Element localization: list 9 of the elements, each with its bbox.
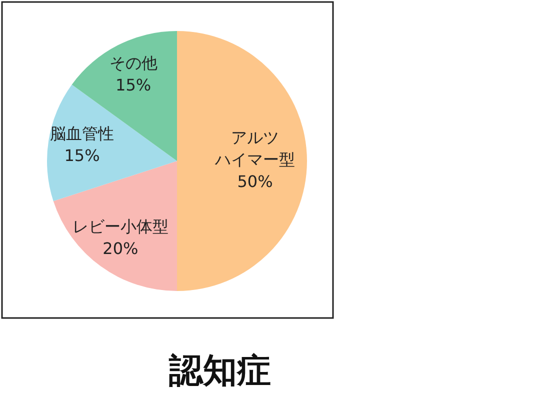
data-label: 15% xyxy=(64,146,100,166)
text: 認知症 xyxy=(168,351,271,391)
data-label: 50% xyxy=(237,172,273,192)
slice-label: レビー小体型 xyxy=(72,217,168,236)
data-label: 15% xyxy=(116,76,152,95)
data-label: 20% xyxy=(102,239,138,258)
slice-label: アルツハイマー型 xyxy=(214,128,295,170)
slice-label: その他 xyxy=(109,54,158,73)
slice-label: 脳血管性 xyxy=(50,124,114,144)
